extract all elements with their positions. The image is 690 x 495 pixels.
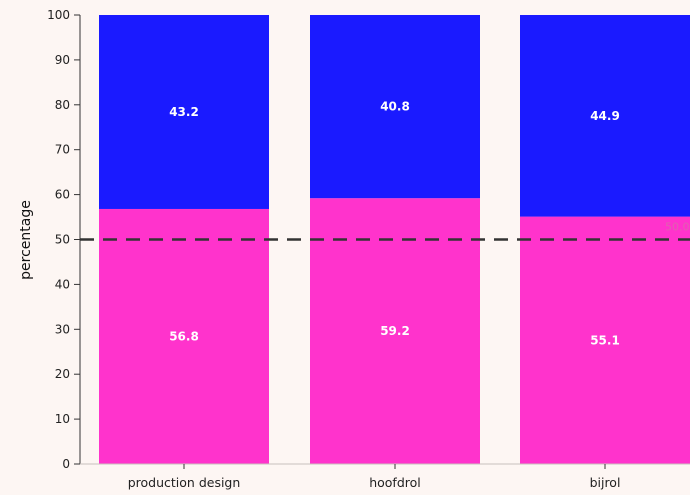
bar-pink-segment-2 (520, 216, 690, 464)
x-tick-label-2: bijrol (590, 475, 621, 490)
y-tick-label-50: 50 (55, 233, 70, 247)
x-tick-label-1: hoofdrol (369, 475, 421, 490)
y-tick-label-80: 80 (55, 98, 70, 112)
reference-line-layer: 50.0 (80, 221, 690, 241)
bar-pink-segment-1 (310, 198, 480, 464)
y-tick-label-20: 20 (55, 367, 70, 381)
y-tick-label-30: 30 (55, 322, 70, 336)
y-tick-label-60: 60 (55, 188, 70, 202)
data-label-blue-segment-0: 43.2 (169, 105, 199, 119)
y-tick-label-70: 70 (55, 143, 70, 157)
data-label-blue-segment-2: 44.9 (590, 109, 620, 123)
bar-blue-segment-2 (520, 15, 690, 217)
reference-line-label: 50.0 (665, 221, 690, 234)
y-tick-label-40: 40 (55, 277, 70, 291)
data-label-blue-segment-1: 40.8 (380, 100, 410, 114)
y-tick-label-0: 0 (62, 457, 70, 471)
data-label-pink-segment-1: 59.2 (380, 324, 410, 338)
y-axis-label: percentage (18, 200, 34, 280)
y-tick-label-100: 100 (47, 8, 70, 22)
axes-layer: 0 10 20 30 40 50 60 70 80 90 100 production design h… (47, 8, 690, 490)
data-label-pink-segment-2: 55.1 (590, 333, 620, 347)
bar-blue-segment-0 (99, 15, 269, 209)
bar-blue-segment-1 (310, 15, 480, 199)
labels-layer: 56.8 43.2 59.2 40.8 55.1 44.9 (169, 100, 620, 348)
data-label-pink-segment-0: 56.8 (169, 329, 199, 343)
y-tick-label-10: 10 (55, 412, 70, 426)
bar-pink-segment-0 (99, 208, 269, 464)
bars-layer (99, 15, 690, 464)
y-tick-label-90: 90 (55, 53, 70, 67)
x-tick-label-0: production design (128, 475, 241, 490)
